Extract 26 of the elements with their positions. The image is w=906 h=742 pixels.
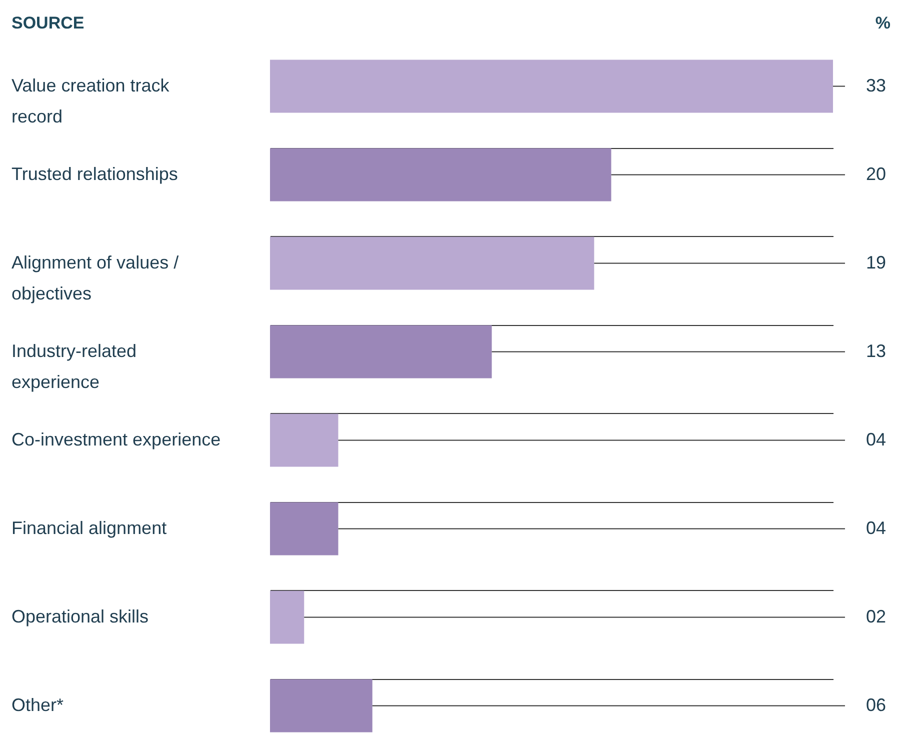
- bar: [270, 590, 304, 644]
- y-tick-label: Other*: [12, 694, 64, 715]
- y-tick-label: Trusted relationships: [12, 164, 178, 184]
- data-label: 33: [866, 75, 886, 96]
- y-axis-title: SOURCE: [12, 14, 84, 32]
- y-tick-label: Industry-related experience: [12, 340, 137, 392]
- data-label: 19: [866, 252, 886, 272]
- bar: [270, 236, 594, 290]
- y-tick-label: Alignment of values / objectives: [12, 252, 179, 304]
- data-label: 02: [866, 606, 886, 626]
- y-tick-label: Value creation track record: [12, 75, 170, 126]
- data-label: 13: [866, 340, 886, 361]
- bar: [270, 679, 372, 732]
- y-tick-label: Co-investment experience: [12, 429, 221, 450]
- y-tick-label: Financial alignment: [12, 518, 167, 538]
- bar: [270, 414, 338, 467]
- bar: [270, 60, 833, 113]
- data-label: 20: [866, 164, 886, 184]
- bar: [270, 502, 338, 556]
- data-label: 06: [866, 694, 886, 715]
- bar: [270, 325, 492, 378]
- data-label: 04: [866, 429, 886, 450]
- bar: [270, 148, 612, 202]
- x-axis-title: %: [875, 14, 890, 32]
- y-tick-label: Operational skills: [12, 606, 149, 626]
- data-label: 04: [866, 518, 886, 538]
